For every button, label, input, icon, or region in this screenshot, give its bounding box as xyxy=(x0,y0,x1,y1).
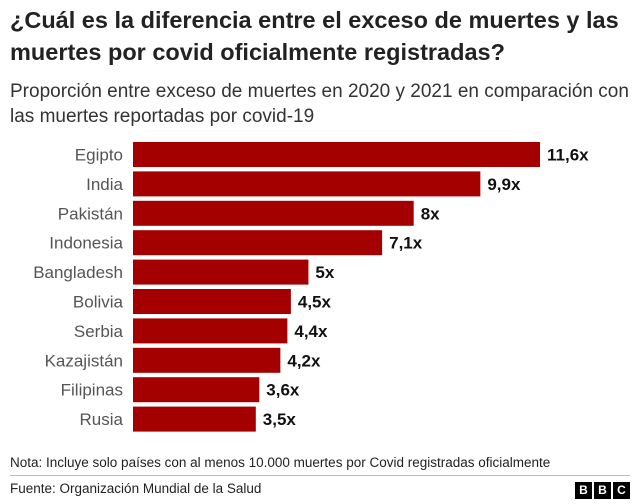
bbc-logo-letter: B xyxy=(594,482,611,499)
value-label: 4,5x xyxy=(298,293,332,312)
bbc-logo-letter: B xyxy=(575,482,592,499)
category-label: Pakistán xyxy=(58,204,123,223)
category-label: Filipinas xyxy=(61,381,123,400)
value-label: 5x xyxy=(315,263,334,282)
value-label: 11,6x xyxy=(547,146,589,165)
category-label: Serbia xyxy=(74,322,124,341)
bar xyxy=(133,142,540,167)
chart-note: Nota: Incluye solo países con al menos 1… xyxy=(10,455,551,470)
value-label: 9,9x xyxy=(487,175,521,194)
bar-chart: Egipto 11,6x India 9,9x Pakistán 8x Indonesia 7… xyxy=(33,142,589,432)
bar xyxy=(133,289,291,314)
value-label: 3,6x xyxy=(266,381,300,400)
value-label: 7,1x xyxy=(389,234,423,253)
value-label: 3,5x xyxy=(263,410,297,429)
value-label: 8x xyxy=(421,204,440,223)
category-label: Egipto xyxy=(75,146,123,165)
chart-title: ¿Cuál es la diferencia entre el exceso d… xyxy=(10,7,619,65)
category-label: Bangladesh xyxy=(33,263,123,282)
category-label: Bolivia xyxy=(73,293,124,312)
category-label: Rusia xyxy=(80,410,124,429)
bar xyxy=(133,377,260,403)
bar xyxy=(133,259,309,285)
category-label: Indonesia xyxy=(49,234,123,253)
value-label: 4,2x xyxy=(287,351,321,370)
bar xyxy=(133,406,256,432)
bar xyxy=(133,318,288,344)
category-label: India xyxy=(86,175,123,194)
bar xyxy=(133,200,414,226)
chart-source: Fuente: Organización Mundial de la Salud xyxy=(10,481,262,496)
bar xyxy=(133,347,281,373)
value-label: 4,4x xyxy=(294,322,328,341)
bbc-logo: B B C xyxy=(575,482,630,499)
bar xyxy=(133,171,481,197)
category-label: Kazajistán xyxy=(45,351,123,370)
bar xyxy=(133,230,383,256)
bbc-logo-letter: C xyxy=(613,482,630,499)
chart-subtitle: Proporción entre exceso de muertes en 20… xyxy=(10,81,629,127)
footer-divider xyxy=(10,475,630,476)
